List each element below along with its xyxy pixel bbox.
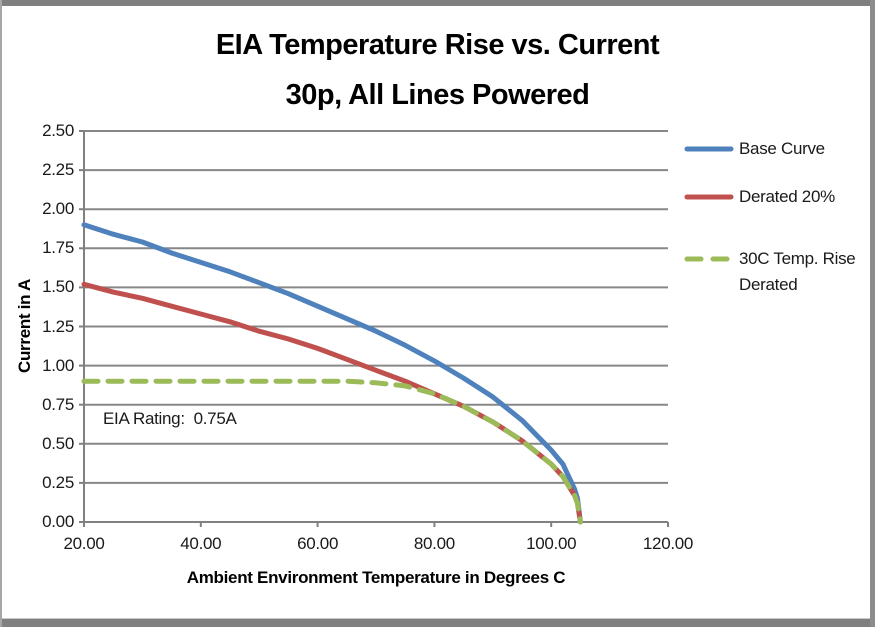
legend-label: Derated 20% bbox=[739, 187, 835, 206]
x-tick-label: 120.00 bbox=[642, 534, 694, 553]
series-derated-20- bbox=[81, 281, 583, 525]
frame-border-top bbox=[0, 0, 875, 6]
legend-label: Base Curve bbox=[739, 139, 825, 158]
x-tick-label: 40.00 bbox=[180, 534, 222, 553]
chart-title-block: EIA Temperature Rise vs. Current 30p, Al… bbox=[0, 20, 875, 120]
x-axis-title: Ambient Environment Temperature in Degre… bbox=[186, 568, 566, 587]
legend-line-swatch bbox=[684, 256, 734, 262]
x-tick-label: 60.00 bbox=[297, 534, 339, 553]
legend-label: 30C Temp. Rise Derated bbox=[739, 249, 856, 294]
annotation-eia-rating: EIA Rating: 0.75A bbox=[103, 409, 237, 428]
legend-line-swatch bbox=[684, 146, 734, 152]
legend-entry: Derated 20% bbox=[684, 184, 835, 210]
x-tick-label: 100.00 bbox=[526, 534, 577, 553]
x-tick-label: 80.00 bbox=[413, 534, 455, 553]
legend-entry: Base Curve bbox=[684, 136, 825, 162]
frame-border-bottom bbox=[0, 618, 875, 627]
plot-svg bbox=[79, 130, 669, 527]
legend-entry: 30C Temp. Rise Derated bbox=[684, 246, 869, 298]
frame-border-right bbox=[870, 0, 875, 627]
chart-title: EIA Temperature Rise vs. Current bbox=[215, 29, 660, 61]
x-tick-label: 20.00 bbox=[63, 534, 105, 553]
y-axis-title: Current in A bbox=[15, 279, 34, 373]
series-base-curve bbox=[81, 222, 583, 525]
chart-subtitle: 30p, All Lines Powered bbox=[285, 79, 590, 111]
frame-border-left bbox=[0, 0, 2, 627]
legend-line-swatch bbox=[684, 194, 734, 200]
series-30c-temp-rise-derated bbox=[81, 378, 583, 525]
